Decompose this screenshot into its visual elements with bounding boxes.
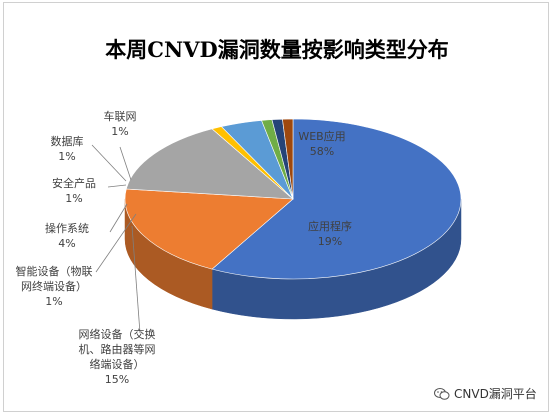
data-label-name-6: 数据库 <box>51 134 84 148</box>
pie-slice-2 <box>125 128 294 200</box>
pie-slice-1 <box>124 188 294 270</box>
data-label-pct-7: 1% <box>111 125 128 138</box>
data-label-pct-6: 1% <box>58 150 75 163</box>
leader-line-4 <box>109 203 128 233</box>
wechat-icon <box>434 387 450 400</box>
pie-slice-7 <box>282 118 294 200</box>
data-label-name-7: 车联网 <box>104 109 137 123</box>
data-label-name-2: 机、路由器等网 <box>79 342 156 356</box>
chart-title: 本周CNVD漏洞数量按影响类型分布 <box>105 37 449 62</box>
leader-line-7 <box>119 146 132 181</box>
data-label-name-3: 网终端设备） <box>21 279 87 293</box>
data-label-pct-3: 1% <box>45 295 62 308</box>
data-label-pct-1: 19% <box>318 235 342 248</box>
data-label-pct-2: 15% <box>105 373 129 386</box>
data-label-pct-5: 1% <box>65 192 82 205</box>
leader-line-2 <box>131 225 141 334</box>
data-label-name-1: 应用程序 <box>308 219 352 233</box>
data-label-name-3: 智能设备（物联 <box>16 264 93 278</box>
data-label-name-2: 网络设备（交换 <box>79 327 156 341</box>
data-label-name-5: 安全产品 <box>52 176 96 190</box>
data-label-pct-4: 4% <box>58 237 75 250</box>
leader-line-6 <box>91 144 127 182</box>
data-label-name-4: 操作系统 <box>45 221 89 235</box>
leader-line-3 <box>95 213 137 273</box>
pie-slice-0 <box>211 118 462 280</box>
data-label-pct-0: 58% <box>310 145 334 158</box>
data-label-name-2: 络端设备） <box>90 357 145 371</box>
leader-line-5 <box>107 184 127 188</box>
watermark: CNVD漏洞平台 <box>434 385 537 402</box>
data-label-name-0: WEB应用 <box>298 129 345 143</box>
watermark-text: CNVD漏洞平台 <box>454 387 537 401</box>
pie-tops <box>124 118 462 280</box>
